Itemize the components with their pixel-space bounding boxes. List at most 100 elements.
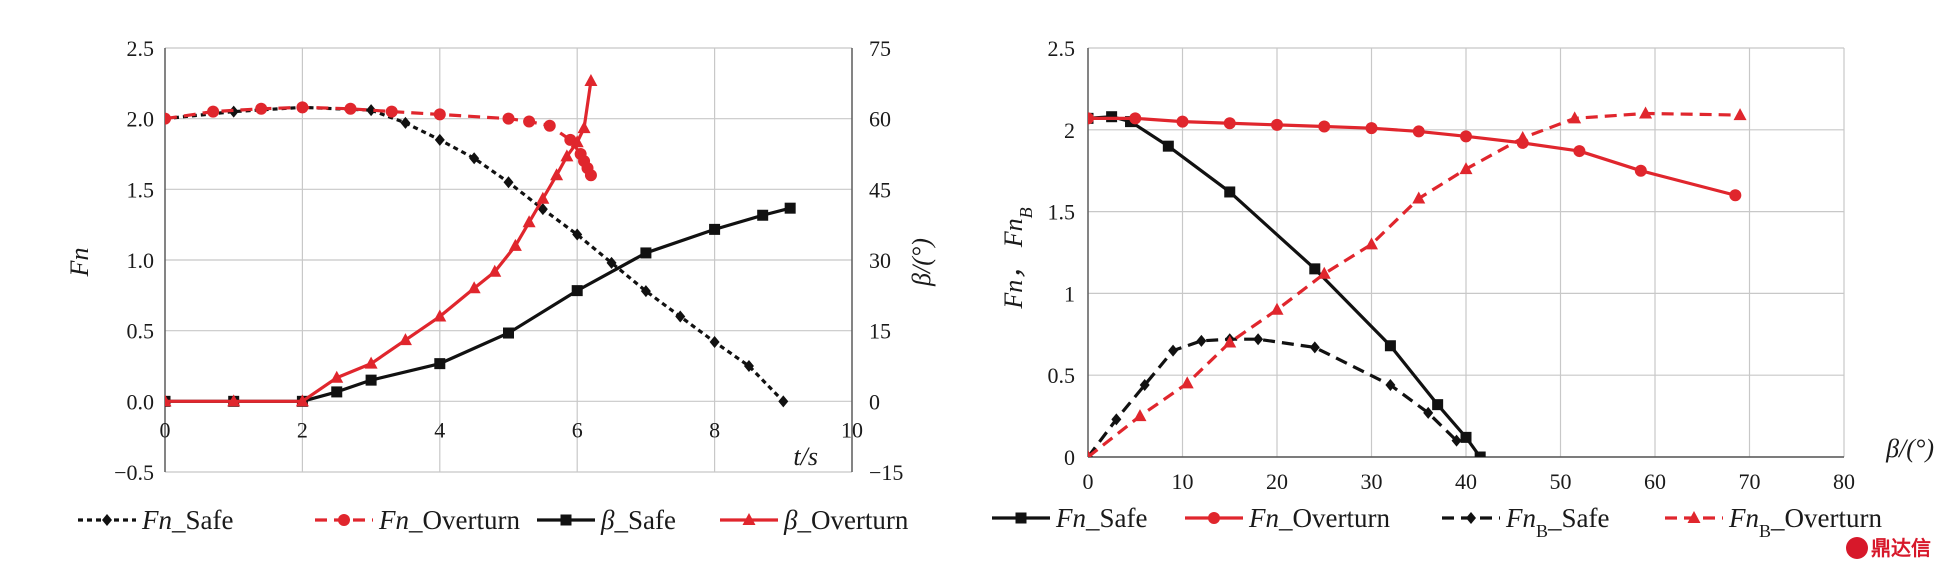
left-series-3-line xyxy=(165,80,593,403)
left-series-3-point-6 xyxy=(433,309,447,322)
right-series-3-point-5 xyxy=(1317,266,1331,279)
right-y-tick-label: 1 xyxy=(1064,281,1075,306)
right-series-3-point-4 xyxy=(1270,302,1284,315)
right-series-0-point-8 xyxy=(1460,431,1472,443)
left-y2-tick-label: 45 xyxy=(869,177,891,202)
legend-marker xyxy=(560,514,572,526)
left-series-1-point-6 xyxy=(433,108,446,121)
left-series-0-point-4 xyxy=(400,116,411,129)
right-legend-item-1: Fn_Overturn xyxy=(1185,503,1390,533)
left-series-1-point-8 xyxy=(523,115,536,128)
left-legend: Fn_Safe Fn_Overturn β_Safe β_Overturn xyxy=(78,505,909,535)
left-series-group xyxy=(165,73,796,408)
left-x-tick-label: 6 xyxy=(572,417,583,442)
right-legend: Fn_Safe Fn_Overturn FnB_Safe FnB_Overturn xyxy=(992,503,1882,541)
left-series-0-line xyxy=(165,105,785,403)
left-y-tick-label: 1.5 xyxy=(127,177,155,202)
left-series-2-point-5 xyxy=(434,358,446,370)
legend-label: FnB_Safe xyxy=(1505,503,1610,541)
right-series-1-point-10 xyxy=(1573,145,1586,158)
right-legend-item-0: Fn_Safe xyxy=(992,503,1147,533)
legend-marker xyxy=(742,513,756,525)
right-series-0-point-5 xyxy=(1309,263,1321,275)
legend-marker xyxy=(1687,511,1701,523)
legend-label: β_Overturn xyxy=(783,505,909,535)
right-series-1-point-11 xyxy=(1634,164,1647,177)
left-y-axis-title: Fn xyxy=(65,248,94,278)
watermark-logo-icon xyxy=(1846,537,1868,559)
left-series-2-point-11 xyxy=(784,202,796,214)
left-y-tick-label: 0.0 xyxy=(127,389,155,414)
right-y-tick-label: 1.5 xyxy=(1048,200,1076,225)
watermark-text: 鼎达信 xyxy=(1871,536,1931,560)
right-series-3-point-11 xyxy=(1639,106,1653,119)
right-series-0-point-3 xyxy=(1162,140,1174,152)
left-series-0-point-3 xyxy=(366,104,377,117)
right-series-1-point-3 xyxy=(1223,117,1236,130)
left-y2-tick-label: 60 xyxy=(869,107,891,132)
left-series-3-point-0 xyxy=(165,394,172,407)
left-series-1-point-5 xyxy=(385,105,398,118)
legend-label: Fn_Overturn xyxy=(378,505,520,535)
left-y2-tick-label: 30 xyxy=(869,248,891,273)
right-series-3-point-12 xyxy=(1733,108,1747,121)
left-x-tick-label: 4 xyxy=(434,417,445,442)
legend-label: β_Safe xyxy=(600,505,676,535)
left-legend-item-2: β_Safe xyxy=(537,505,676,535)
left-series-1-point-14 xyxy=(584,169,597,182)
right-series-3-point-6 xyxy=(1365,237,1378,250)
right-series-1-point-4 xyxy=(1271,118,1283,131)
right-legend-item-2: FnB_Safe xyxy=(1442,503,1610,541)
right-series-1-point-7 xyxy=(1412,125,1425,138)
left-legend-item-0: Fn_Safe xyxy=(78,505,233,535)
chart-left: −0.5 −150.0 00.5 151.0 301.5 452.0 602.5 750 2 4 6… xyxy=(65,36,936,535)
left-series-2-line xyxy=(165,206,791,403)
left-series-0-point-11 xyxy=(640,285,651,298)
left-y-tick-label: 1.0 xyxy=(127,248,155,273)
right-series-3-point-2 xyxy=(1180,376,1194,389)
left-series-0-point-1 xyxy=(228,105,239,118)
legend-label: Fn_Overturn xyxy=(1248,503,1390,533)
right-series-2-point-4 xyxy=(1196,334,1207,347)
left-series-3-point-4 xyxy=(364,356,378,369)
right-x-tick-label: 10 xyxy=(1172,469,1194,494)
right-series-3-point-8 xyxy=(1459,162,1473,175)
left-series-0-point-13 xyxy=(709,335,720,348)
left-series-0-point-6 xyxy=(469,152,480,165)
right-x-tick-label: 50 xyxy=(1550,469,1572,494)
right-series-1-point-0 xyxy=(1088,112,1094,125)
right-series-0-point-1 xyxy=(1106,111,1118,123)
left-series-1-point-1 xyxy=(207,105,220,118)
right-series-2-point-1 xyxy=(1111,413,1122,426)
left-series-3-point-11 xyxy=(536,191,550,204)
left-y2-tick-label: 75 xyxy=(869,36,891,61)
right-x-tick-label: 30 xyxy=(1361,469,1383,494)
legend-marker xyxy=(102,514,112,526)
left-x-tick-label: 8 xyxy=(709,417,720,442)
left-x-tick-label: 10 xyxy=(841,417,863,442)
left-y-tick-label: 2.5 xyxy=(127,36,155,61)
left-series-3-point-5 xyxy=(398,333,412,346)
left-series-3-point-10 xyxy=(522,215,536,228)
right-series-3-point-7 xyxy=(1412,191,1426,204)
right-series-0-point-6 xyxy=(1384,340,1396,352)
left-legend-item-3: β_Overturn xyxy=(720,505,909,535)
right-x-tick-label: 0 xyxy=(1083,469,1094,494)
right-x-tick-label: 70 xyxy=(1739,469,1761,494)
left-y2-tick-label: 15 xyxy=(869,319,891,344)
right-y-tick-label: 2 xyxy=(1064,118,1075,143)
chart-right: 0 0.5 1 1.5 2 2.5 0 10 20 30 40 50 60 70 80 Fn， FnB β/… xyxy=(992,36,1934,541)
legend-label: FnB_Overturn xyxy=(1728,503,1882,541)
right-series-2-point-2 xyxy=(1139,379,1150,392)
right-series-1-point-8 xyxy=(1460,130,1472,143)
left-gridlines xyxy=(164,47,853,473)
legend-label: Fn_Safe xyxy=(1055,503,1147,533)
legend-marker xyxy=(1015,512,1027,524)
right-x-tick-label: 40 xyxy=(1455,469,1477,494)
right-series-3-point-0 xyxy=(1088,450,1092,457)
left-series-3-point-7 xyxy=(467,281,481,294)
right-series-0-point-7 xyxy=(1432,399,1444,411)
left-series-0-point-5 xyxy=(434,133,445,146)
right-series-3-point-9 xyxy=(1516,130,1530,143)
